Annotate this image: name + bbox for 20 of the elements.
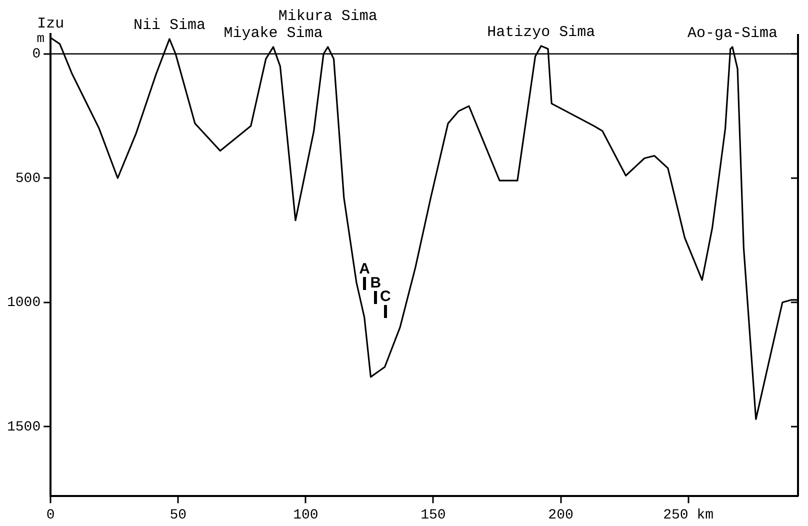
- y-tick-label: 1000: [6, 295, 41, 312]
- y-tick-label: 0: [32, 46, 41, 63]
- annotation: A: [359, 260, 370, 278]
- x-tick-label: 50: [170, 507, 187, 524]
- y-tick-label: 500: [15, 170, 41, 187]
- x-tick-label: 100: [293, 507, 318, 524]
- y-axis-title: m: [36, 30, 45, 46]
- annotation: Mikura Sima: [278, 8, 378, 25]
- annotation: Ao-ga-Sima: [687, 24, 778, 42]
- x-tick-label: 150: [420, 507, 446, 524]
- annotation: Hatizyo Sima: [487, 24, 596, 41]
- y-tick-label: 1500: [6, 419, 41, 436]
- annotation: C: [380, 288, 392, 306]
- x-tick-label: 200: [548, 507, 574, 524]
- x-tick-label: 250 km: [663, 507, 714, 524]
- annotation: Nii Sima: [133, 16, 206, 34]
- annotation: Miyake Sima: [224, 24, 323, 42]
- annotation: B: [370, 274, 382, 292]
- annotation: Izu: [37, 16, 64, 33]
- x-tick-label: 0: [46, 507, 55, 524]
